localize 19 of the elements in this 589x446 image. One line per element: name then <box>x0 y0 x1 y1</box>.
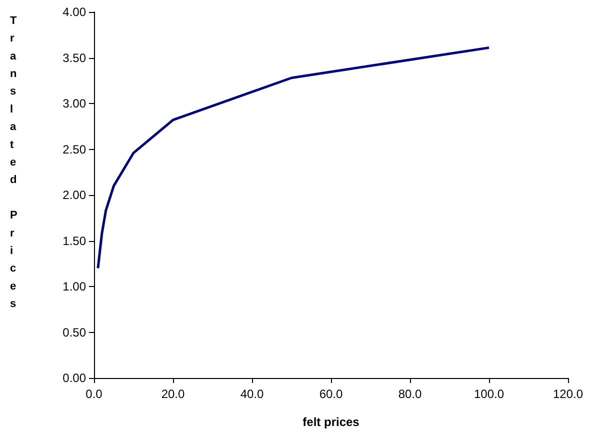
x-tick-label: 40.0 <box>240 387 264 401</box>
y-tick-label: 0.00 <box>62 371 86 385</box>
x-tick-label: 100.0 <box>474 387 504 401</box>
text: Translated Prices <box>10 14 18 310</box>
x-tick-label: 0.0 <box>86 387 103 401</box>
x-tick-label: 60.0 <box>319 387 343 401</box>
y-tick-label: 2.00 <box>62 188 86 202</box>
y-tick-label: 3.00 <box>62 96 86 110</box>
y-tick-label: 1.50 <box>62 234 86 248</box>
y-tick-label: 0.50 <box>62 325 86 340</box>
y-tick-label: 3.50 <box>62 50 86 65</box>
x-tick-label: 20.0 <box>161 387 185 401</box>
y-tick-label: 4.00 <box>62 5 86 19</box>
x-tick-label: 80.0 <box>398 387 422 401</box>
y-tick-label: 2.50 <box>62 142 86 156</box>
y-tick-label: 1.00 <box>62 280 86 294</box>
x-tick-label: 120.0 <box>552 387 584 401</box>
x-axis-title: felt prices <box>302 415 360 429</box>
line-series <box>96 46 490 270</box>
